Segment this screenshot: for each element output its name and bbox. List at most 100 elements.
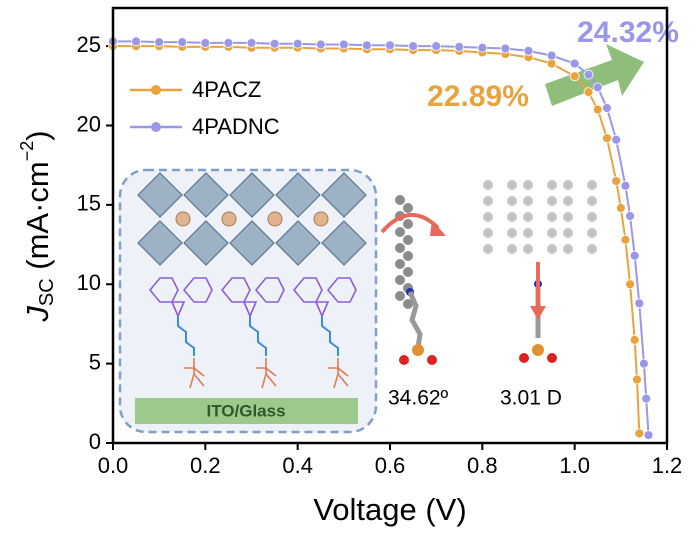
y-tick-label: 10	[77, 270, 101, 295]
molecule	[220, 277, 285, 319]
atom	[395, 227, 405, 237]
atom	[483, 196, 493, 206]
legend-marker	[151, 85, 161, 95]
x-tick-label: 0.8	[467, 453, 498, 478]
atom	[427, 355, 437, 365]
atom	[563, 212, 573, 222]
point	[632, 374, 642, 385]
atom	[547, 212, 557, 222]
atom	[519, 353, 529, 363]
point	[431, 41, 442, 52]
atom	[403, 203, 413, 213]
atom	[547, 196, 557, 206]
inset-illustration	[137, 172, 597, 389]
atom	[563, 228, 573, 238]
atom	[395, 243, 405, 253]
atom	[563, 244, 573, 254]
atom	[507, 196, 517, 206]
legend-marker	[151, 122, 161, 132]
point	[620, 234, 631, 245]
octahedron	[275, 172, 321, 218]
point	[592, 82, 603, 93]
dipole-arrowhead	[530, 306, 546, 320]
point	[177, 37, 188, 48]
point	[592, 104, 603, 115]
point	[223, 38, 234, 48]
point	[408, 41, 418, 52]
point	[454, 41, 465, 52]
point	[200, 38, 211, 48]
atom	[523, 244, 533, 254]
atom	[547, 244, 557, 254]
atom	[399, 355, 409, 365]
atom	[395, 275, 405, 285]
point	[611, 176, 622, 186]
cation	[221, 211, 237, 227]
point	[629, 250, 640, 261]
point	[131, 36, 141, 47]
point	[500, 43, 511, 54]
linker	[177, 316, 195, 356]
y-tick-label: 25	[77, 32, 101, 57]
anchor	[184, 358, 205, 389]
point	[602, 133, 612, 144]
annotation: 24.32%	[577, 16, 679, 49]
point	[362, 40, 372, 51]
x-axis-title: Voltage (V)	[313, 492, 466, 527]
point	[477, 42, 488, 53]
point	[602, 103, 612, 113]
molecule	[148, 277, 213, 319]
legend-label: 4PADNC	[192, 114, 280, 139]
atom	[403, 299, 413, 309]
point	[639, 358, 649, 369]
atom	[403, 235, 413, 245]
point	[629, 334, 640, 345]
atom	[507, 228, 517, 238]
octahedron	[183, 172, 229, 218]
atom	[563, 196, 573, 206]
point	[154, 37, 165, 48]
x-tick-label: 1.0	[559, 453, 590, 478]
atom	[547, 180, 557, 190]
y-axis-title: JSC (mA·cm−2)	[17, 130, 59, 322]
atom	[395, 195, 405, 205]
annotation: 22.89%	[427, 80, 529, 113]
atom	[532, 344, 544, 356]
point	[523, 45, 534, 56]
y-title-part: J	[20, 306, 55, 323]
point	[569, 58, 580, 69]
atom	[507, 212, 517, 222]
atom	[395, 259, 405, 269]
point	[583, 69, 594, 80]
octahedron	[321, 172, 367, 218]
atom	[547, 353, 557, 363]
y-title-part: (mA·cm	[20, 161, 55, 278]
molecule	[292, 277, 357, 319]
octahedron	[275, 220, 321, 266]
efficiency-arrow	[545, 44, 644, 106]
point	[546, 50, 557, 61]
atom	[483, 244, 493, 254]
anchor	[328, 358, 349, 389]
octahedron	[137, 172, 183, 218]
plot-frame	[111, 6, 669, 445]
atom	[507, 244, 517, 254]
point	[569, 71, 580, 82]
atom	[507, 180, 517, 190]
point	[338, 39, 349, 50]
y-title-part: )	[20, 130, 55, 140]
x-tick-label: 0.6	[375, 453, 406, 478]
atom	[412, 344, 424, 356]
x-tick-label: 0.4	[282, 453, 313, 478]
y-tick-label: 20	[77, 111, 101, 136]
point	[625, 211, 635, 221]
x-tick-label: 0.0	[98, 453, 129, 478]
point	[625, 279, 635, 290]
point	[315, 39, 326, 50]
x-tick-label: 1.2	[652, 453, 683, 478]
atom	[523, 180, 533, 190]
point	[620, 180, 631, 191]
point	[269, 38, 280, 49]
x-tick-label: 0.2	[190, 453, 221, 478]
rotation-arrowhead	[430, 220, 446, 236]
